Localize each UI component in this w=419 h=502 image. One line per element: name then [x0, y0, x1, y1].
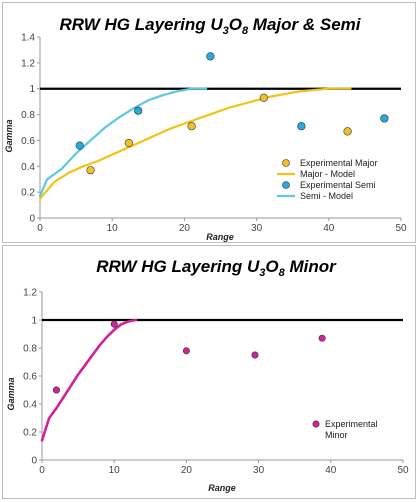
bottom-panel-frame — [2, 245, 416, 499]
legend-label: Experimental — [325, 419, 378, 429]
x-tick-label: 10 — [107, 223, 119, 234]
chart-2-title: RRW HG Layering U3O8 Minor — [96, 257, 337, 279]
chart-2-plot: 0 10 20 30 40 50 0 0.2 0.4 0.6 0.8 1 1.2 Experimental… — [23, 288, 409, 477]
y-tick-label: 0 — [31, 456, 37, 467]
legend-label: Minor — [325, 430, 348, 440]
data-point — [259, 93, 268, 102]
data-point — [134, 106, 143, 115]
y-tick-label: 1.2 — [23, 288, 37, 299]
y-tick-label: 0.8 — [21, 110, 35, 121]
data-point — [297, 122, 306, 131]
model-curve — [38, 87, 208, 198]
data-point — [380, 114, 389, 123]
chart-1-title: RRW HG Layering U3O8 Major & Semi — [60, 15, 362, 37]
data-point — [52, 386, 60, 394]
top-panel-frame — [2, 2, 416, 243]
data-point — [86, 166, 95, 175]
y-tick-label: 0 — [29, 214, 35, 225]
legend-marker — [282, 181, 290, 189]
y-tick-label: 0.8 — [23, 344, 37, 355]
legend-label: Semi - Model — [300, 191, 353, 201]
x-tick-label: 50 — [395, 223, 407, 234]
chart-1-xlabel: Range — [206, 232, 234, 242]
y-tick-label: 1.2 — [21, 58, 35, 69]
y-tick-label: 0.4 — [23, 400, 37, 411]
data-point — [124, 138, 133, 148]
x-tick-label: 40 — [323, 223, 335, 234]
x-tick-label: 0 — [37, 223, 43, 234]
y-tick-label: 1 — [29, 84, 35, 95]
y-tick-label: 0.2 — [23, 428, 37, 439]
chart-1-ylabel: Gamma — [4, 119, 14, 152]
y-tick-label: 0.4 — [21, 162, 35, 173]
data-point — [251, 351, 259, 359]
x-tick-label: 20 — [179, 223, 191, 234]
y-tick-label: 1.4 — [21, 33, 35, 44]
x-tick-label: 30 — [251, 223, 263, 234]
y-tick-label: 0.6 — [21, 136, 35, 147]
x-tick-label: 20 — [181, 465, 193, 476]
data-point — [318, 334, 326, 342]
y-tick-label: 0.2 — [21, 188, 35, 199]
x-tick-label: 0 — [39, 465, 45, 476]
chart-1-plot: 0 10 20 30 40 50 0 0.2 0.4 0.6 0.8 1 1.2 1.4 Experimen… — [21, 33, 407, 235]
data-point — [206, 52, 215, 61]
data-point — [343, 127, 352, 136]
y-tick-label: 0.6 — [23, 372, 37, 383]
x-tick-label: 40 — [325, 465, 337, 476]
legend-marker — [282, 159, 290, 167]
x-tick-label: 30 — [253, 465, 265, 476]
model-curve — [40, 318, 138, 442]
legend-label: Experimental Semi — [300, 180, 376, 190]
data-point — [182, 347, 190, 355]
x-tick-label: 10 — [109, 465, 121, 476]
chart-2-xlabel: Range — [208, 483, 236, 493]
legend-label: Major - Model — [300, 169, 355, 179]
legend-marker — [312, 420, 320, 428]
y-tick-label: 1 — [31, 316, 37, 327]
legend-label: Experimental Major — [300, 158, 378, 168]
model-curve — [38, 87, 352, 200]
data-point — [110, 320, 118, 328]
data-point — [187, 122, 196, 131]
data-point — [75, 141, 84, 150]
chart-2-ylabel: Gamma — [6, 377, 16, 410]
x-tick-label: 50 — [397, 465, 409, 476]
